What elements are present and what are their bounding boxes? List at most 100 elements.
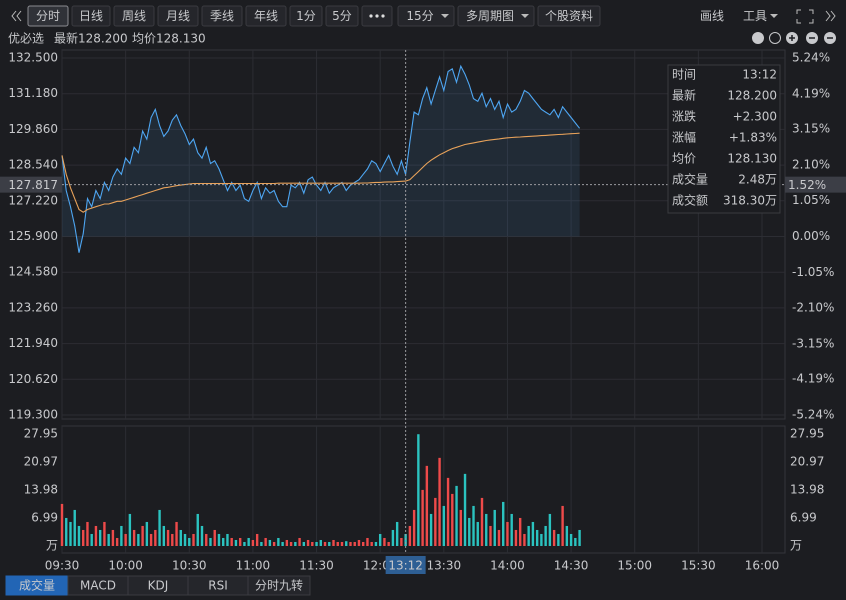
volume-bar: [438, 457, 441, 546]
crosshair-pct-box: [785, 176, 846, 193]
y-tick-label: 131.180: [8, 86, 58, 100]
y-tick-label: 128.540: [8, 158, 58, 172]
volume-bar: [209, 537, 212, 546]
toolbar-tab[interactable]: [27, 5, 69, 27]
x-tick-label: 09:30: [45, 559, 80, 573]
toolbar-tab[interactable]: [71, 5, 111, 27]
toolbar-tab[interactable]: [113, 5, 155, 27]
toolbar-tab[interactable]: [157, 5, 199, 27]
volume-bar: [188, 537, 191, 546]
volume-bar: [345, 541, 348, 546]
indicator-tab-label: RSI: [208, 579, 228, 593]
indicator-tab-label: MACD: [80, 579, 116, 593]
volume-bar: [302, 541, 306, 546]
y2-tick-label: -2.10%: [792, 301, 834, 315]
volume-bar: [200, 525, 204, 546]
more-dot: [381, 14, 385, 18]
volume-bar: [145, 521, 149, 546]
x-tick-label: 16:00: [745, 559, 780, 573]
volume-bar: [251, 539, 255, 546]
volume-bar: [192, 533, 195, 546]
volume-bar: [362, 541, 365, 546]
volume-bar: [272, 541, 276, 546]
volume-bar: [565, 525, 569, 546]
info-value: +2.300: [733, 110, 777, 124]
volume-bar: [175, 521, 178, 546]
toolbar-tab[interactable]: [397, 5, 455, 27]
volume-bar: [306, 539, 310, 546]
volume-bar: [315, 541, 318, 546]
info-label: 最新: [672, 88, 696, 103]
x-tick-label: 11:30: [299, 559, 334, 573]
toolbar-tab-label: 个股资料: [545, 9, 593, 23]
collapse-icon[interactable]: [825, 10, 831, 22]
volume-tick-label: 27.95: [24, 427, 58, 441]
chart-tool-icon[interactable]: [752, 32, 764, 44]
volume-bar: [120, 525, 123, 546]
indicator-tab[interactable]: [247, 575, 311, 596]
volume-bar: [451, 493, 454, 546]
toolbar-tab[interactable]: [245, 5, 287, 27]
volume-bar: [408, 525, 412, 546]
x-tick-label: 14:00: [490, 559, 525, 573]
toolbar-tab-label: 1分: [296, 9, 316, 23]
crosshair-pct: 1.52%: [788, 178, 826, 192]
volume-bar: [285, 539, 289, 546]
volume-bar: [544, 525, 547, 546]
volume-bar: [141, 525, 144, 546]
volume-bar: [340, 541, 344, 546]
crosshair-price: 127.817: [8, 178, 58, 192]
volume-bar: [149, 533, 153, 546]
y-tick-label: 132.500: [8, 51, 58, 65]
toolbar-tab-label: 年线: [254, 9, 278, 23]
toolbar-tab[interactable]: [201, 5, 243, 27]
volume-bar: [357, 539, 361, 546]
indicator-tab-label: 成交量: [19, 578, 55, 593]
volume-bar: [128, 513, 132, 546]
volume-bar: [502, 501, 505, 546]
volume-bar: [421, 489, 424, 546]
volume-bar: [476, 521, 479, 546]
toolbar-draw[interactable]: 画线: [700, 9, 724, 23]
volume-bar: [115, 537, 119, 546]
toolbar-tab[interactable]: [537, 5, 601, 27]
average-price: 均价128.130: [132, 32, 206, 46]
x-tick-label: 10:30: [172, 559, 207, 573]
x-tick-label: 10:00: [108, 559, 143, 573]
toolbar-tab[interactable]: [457, 5, 535, 27]
volume-tick-label: 27.95: [790, 427, 824, 441]
toolbar-tab-label: 周线: [122, 9, 146, 23]
toolbar-tab[interactable]: [325, 5, 359, 27]
volume-bar: [446, 477, 450, 546]
toolbar-tab-label: 日线: [79, 9, 103, 23]
indicator-tab-label: KDJ: [148, 579, 169, 593]
back-icon[interactable]: [11, 10, 17, 22]
volume-bar: [442, 505, 446, 546]
volume-bar: [281, 541, 284, 546]
dropdown-arrow: [770, 14, 778, 18]
stock-name: 优必选: [8, 32, 44, 46]
y-tick-label: 129.860: [8, 122, 58, 136]
volume-tick-label: 6.99: [790, 510, 817, 524]
volume-bar: [234, 539, 238, 546]
volume-bar: [527, 525, 530, 546]
y-tick-label: 124.580: [8, 265, 58, 279]
fullscreen-icon[interactable]: [796, 9, 814, 24]
average-line: [61, 132, 580, 213]
info-label: 成交量: [672, 172, 708, 187]
toolbar-tab[interactable]: [289, 5, 323, 27]
latest-price: 最新128.200: [54, 31, 128, 46]
volume-bar: [171, 533, 174, 546]
y-tick-label: 127.220: [8, 193, 58, 207]
toolbar-tools[interactable]: 工具: [743, 9, 767, 23]
y2-tick-label: 4.19%: [792, 86, 830, 100]
volume-bar: [73, 509, 76, 546]
volume-bar: [378, 533, 382, 546]
volume-bar: [574, 537, 577, 546]
volume-bar: [226, 533, 229, 546]
chart-tool-icon[interactable]: [769, 32, 781, 44]
volume-bar: [370, 541, 373, 546]
collapse-icon: [830, 10, 836, 22]
more-dot: [369, 14, 373, 18]
